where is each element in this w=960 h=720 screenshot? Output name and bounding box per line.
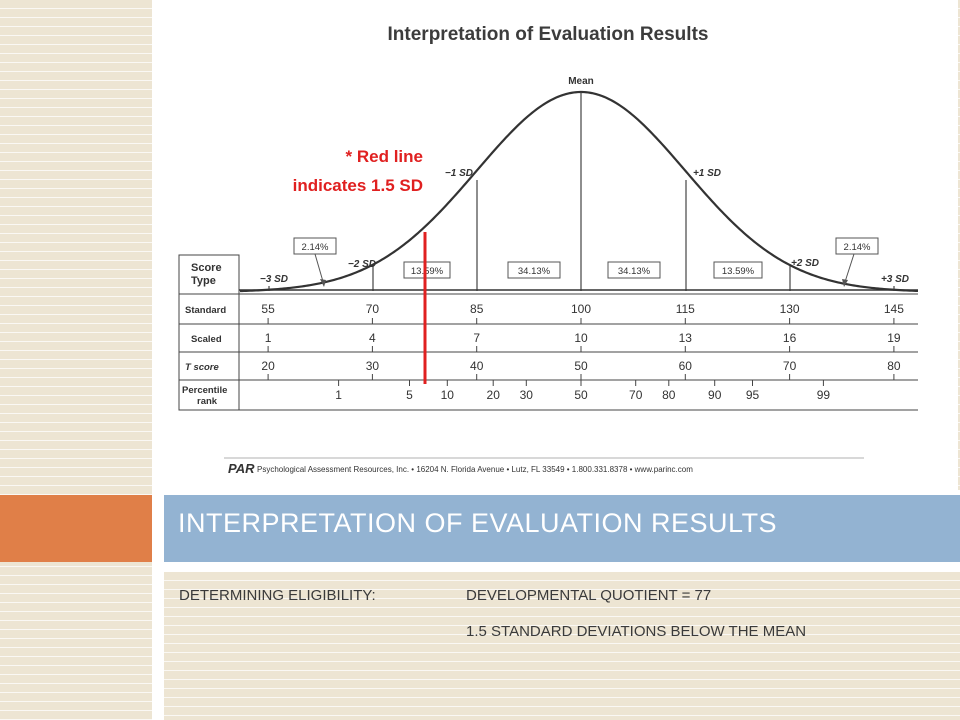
- developmental-quotient-text: DEVELOPMENTAL QUOTIENT = 77: [466, 587, 712, 604]
- svg-text:34.13%: 34.13%: [518, 266, 551, 277]
- scaled-score-16: 16: [783, 331, 797, 345]
- percent-box-6: 2.14%: [835, 237, 879, 255]
- annotation-line-2: indicates 1.5 SD: [293, 176, 423, 195]
- scaled-score-1: 1: [265, 331, 272, 345]
- standard-score-55: 55: [261, 302, 275, 316]
- percent-arrow-left-head: [320, 279, 326, 287]
- percentile-rank-30: 30: [520, 388, 534, 402]
- percentile-rank-10: 10: [441, 388, 455, 402]
- svg-text:2.14%: 2.14%: [844, 242, 871, 253]
- header-percentile-2: rank: [197, 396, 218, 407]
- score-table: [178, 254, 918, 411]
- standard-score-100: 100: [571, 302, 591, 316]
- svg-text:13.59%: 13.59%: [411, 266, 444, 277]
- left-lined-panel: [0, 0, 152, 720]
- header-t-score: T score: [185, 362, 220, 373]
- sd-label-plus2: +2 SD: [791, 258, 819, 269]
- header-score-type-2: Type: [191, 275, 216, 287]
- header-percentile-1: Percentile: [182, 385, 227, 396]
- header-standard: Standard: [185, 305, 226, 316]
- svg-text:34.13%: 34.13%: [618, 266, 651, 277]
- percent-box-4: 34.13%: [607, 261, 661, 279]
- t-score-30: 30: [366, 359, 380, 373]
- percentile-rank-80: 80: [662, 388, 676, 402]
- sd-label-minus1: −1 SD: [445, 168, 473, 179]
- percentile-rank-95: 95: [746, 388, 760, 402]
- percentile-rank-5: 5: [406, 388, 413, 402]
- percentile-rank-70: 70: [629, 388, 643, 402]
- scaled-score-4: 4: [369, 331, 376, 345]
- percent-box-5: 13.59%: [713, 261, 763, 279]
- standard-score-115: 115: [676, 302, 695, 316]
- percentile-rank-99: 99: [817, 388, 831, 402]
- t-score-40: 40: [470, 359, 484, 373]
- svg-text:2.14%: 2.14%: [302, 242, 329, 253]
- percentile-rank-1: 1: [335, 388, 342, 402]
- header-scaled: Scaled: [191, 334, 222, 345]
- scaled-score-10: 10: [574, 331, 588, 345]
- standard-score-145: 145: [884, 302, 904, 316]
- sd-label-plus1: +1 SD: [693, 168, 721, 179]
- sd-label-minus2: −2 SD: [348, 259, 376, 270]
- eligibility-label: DETERMINING ELIGIBILITY:: [179, 587, 376, 604]
- scaled-score-19: 19: [887, 331, 901, 345]
- t-score-20: 20: [261, 359, 275, 373]
- par-logo: PAR: [228, 461, 255, 476]
- percent-arrow-right-head: [842, 279, 848, 287]
- content-lined-panel: [164, 572, 960, 720]
- t-score-60: 60: [679, 359, 693, 373]
- right-lined-edge: [958, 0, 960, 490]
- scaled-score-7: 7: [473, 331, 480, 345]
- standard-score-70: 70: [366, 302, 380, 316]
- figure-title: Interpretation of Evaluation Results: [388, 24, 709, 45]
- scaled-score-13: 13: [679, 331, 693, 345]
- svg-text:13.59%: 13.59%: [722, 266, 755, 277]
- percent-box-1: 2.14%: [293, 237, 337, 255]
- footer-text: Psychological Assessment Resources, Inc.…: [257, 465, 693, 474]
- percentile-rank-90: 90: [708, 388, 722, 402]
- slide-title: INTERPRETATION OF EVALUATION RESULTS: [178, 508, 778, 538]
- accent-block: [0, 495, 152, 562]
- percent-box-3: 34.13%: [507, 261, 561, 279]
- percent-box-2: 13.59%: [403, 261, 451, 279]
- annotation-line-1: * Red line: [346, 147, 423, 166]
- title-bar: [164, 495, 960, 562]
- mean-label: Mean: [568, 76, 594, 87]
- sd-label-plus3: +3 SD: [881, 274, 909, 285]
- standard-score-85: 85: [470, 302, 484, 316]
- sd-label-minus3: −3 SD: [260, 274, 288, 285]
- header-score-type-1: Score: [191, 262, 222, 274]
- normal-curve-figure: Interpretation of Evaluation Results Mea…: [164, 0, 958, 490]
- bell-curve: [239, 90, 919, 293]
- t-score-80: 80: [887, 359, 901, 373]
- t-score-70: 70: [783, 359, 797, 373]
- standard-deviation-text: 1.5 STANDARD DEVIATIONS BELOW THE MEAN: [466, 623, 807, 640]
- t-score-50: 50: [574, 359, 588, 373]
- percentile-rank-20: 20: [487, 388, 501, 402]
- standard-score-130: 130: [780, 302, 800, 316]
- percentile-rank-50: 50: [574, 388, 588, 402]
